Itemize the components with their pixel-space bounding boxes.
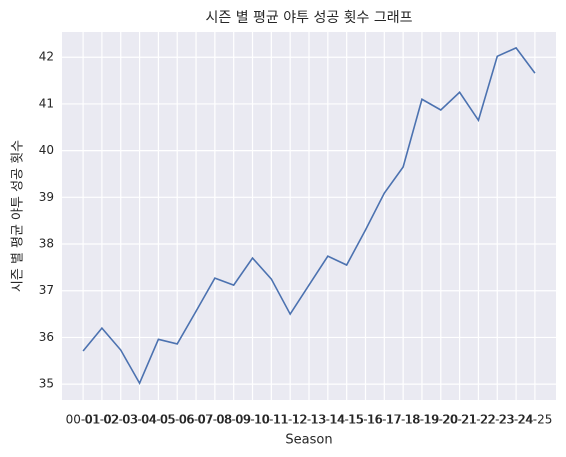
x-tick-label: 05-06 [160, 413, 195, 427]
x-tick-label: 07-08 [197, 413, 232, 427]
x-tick-label: 14-15 [329, 413, 364, 427]
y-tick-label: 41 [39, 96, 54, 110]
x-tick-label: 00-01 [66, 413, 101, 427]
x-tick-label: 10-11 [254, 413, 289, 427]
x-tick-label: 20-21 [442, 413, 477, 427]
x-tick-label: 09-10 [235, 413, 270, 427]
x-tick-label: 24-25 [517, 413, 552, 427]
x-tick-label: 08-09 [216, 413, 251, 427]
x-tick-label: 22-23 [480, 413, 515, 427]
y-tick-label: 35 [39, 377, 54, 391]
x-tick-label: 15-16 [348, 413, 383, 427]
x-tick-label: 04-05 [141, 413, 176, 427]
x-tick-label: 11-12 [273, 413, 308, 427]
x-tick-label: 12-13 [292, 413, 327, 427]
y-tick-label: 38 [39, 237, 54, 251]
x-tick-label: 02-03 [103, 413, 138, 427]
y-tick-label: 36 [39, 330, 54, 344]
x-tick-label: 13-14 [310, 413, 345, 427]
x-tick-label: 01-02 [84, 413, 119, 427]
line [82, 46, 536, 385]
x-tick-label: 23-24 [499, 413, 534, 427]
y-tick-label: 42 [39, 50, 54, 64]
chart-title: 시즌 별 평균 야투 성공 횟수 그래프 [205, 10, 412, 26]
x-tick-label: 18-19 [405, 413, 440, 427]
y-axis-label: 시즌 별 평균 야투 성공 횟수 [11, 140, 26, 292]
x-axis-label: Season [285, 433, 332, 448]
x-tick-label: 06-07 [179, 413, 214, 427]
y-tick-label: 39 [39, 190, 54, 204]
x-tick-label: 17-18 [386, 413, 421, 427]
y-tick-label: 37 [39, 283, 54, 297]
y-tick-label: 40 [39, 143, 54, 157]
x-tick-label: 03-04 [122, 413, 157, 427]
x-tick-label: 16-17 [367, 413, 402, 427]
x-tick-label: 19-20 [423, 413, 458, 427]
x-tick-label: 21-22 [461, 413, 496, 427]
